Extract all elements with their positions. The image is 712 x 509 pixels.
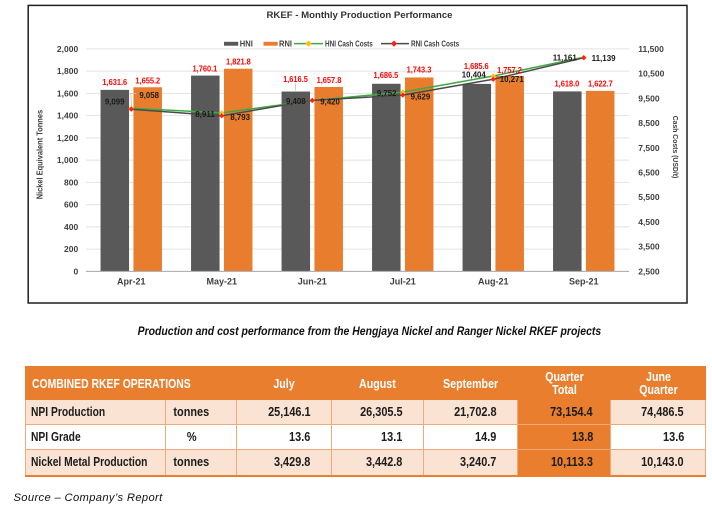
svg-text:Jun-21: Jun-21: [298, 276, 327, 286]
svg-text:1,600: 1,600: [57, 88, 79, 98]
svg-text:1,400: 1,400: [57, 111, 79, 121]
svg-text:May-21: May-21: [206, 276, 237, 286]
svg-text:1,616.5: 1,616.5: [283, 74, 308, 84]
svg-text:10,271: 10,271: [500, 74, 524, 84]
svg-text:10,500: 10,500: [638, 69, 664, 79]
svg-text:9,629: 9,629: [411, 92, 431, 102]
svg-text:11,500: 11,500: [638, 44, 664, 54]
svg-text:11,139: 11,139: [592, 53, 616, 63]
svg-text:9,420: 9,420: [320, 97, 340, 107]
svg-text:10,404: 10,404: [462, 70, 486, 80]
svg-text:3,500: 3,500: [638, 242, 660, 252]
svg-text:Jul-21: Jul-21: [390, 276, 416, 286]
svg-text:Apr-21: Apr-21: [117, 276, 146, 286]
svg-text:Aug-21: Aug-21: [478, 276, 509, 286]
svg-text:5,500: 5,500: [638, 192, 660, 202]
svg-text:1,757.2: 1,757.2: [497, 65, 522, 75]
svg-text:7,500: 7,500: [638, 143, 660, 153]
svg-text:200: 200: [64, 244, 78, 254]
svg-text:9,408: 9,408: [286, 96, 306, 106]
svg-text:11,161: 11,161: [553, 52, 577, 62]
svg-text:RNI: RNI: [279, 39, 292, 49]
svg-text:400: 400: [64, 222, 78, 232]
svg-text:1,000: 1,000: [57, 155, 79, 165]
svg-text:1,821.8: 1,821.8: [226, 57, 251, 67]
svg-text:Sep-21: Sep-21: [569, 276, 599, 286]
svg-text:HNI Cash Costs: HNI Cash Costs: [325, 39, 373, 49]
svg-text:RNI Cash Costs: RNI Cash Costs: [411, 39, 459, 49]
svg-text:800: 800: [64, 177, 78, 187]
svg-text:Cash Costs (USD/t): Cash Costs (USD/t): [671, 116, 680, 179]
svg-text:2,000: 2,000: [57, 44, 79, 54]
svg-text:9,752: 9,752: [377, 88, 397, 98]
svg-text:1,743.3: 1,743.3: [407, 64, 432, 74]
svg-text:1,622.7: 1,622.7: [588, 78, 613, 88]
svg-text:1,760.1: 1,760.1: [193, 63, 218, 73]
svg-text:9,099: 9,099: [105, 96, 125, 106]
svg-text:1,800: 1,800: [57, 66, 79, 76]
svg-text:8,793: 8,793: [230, 112, 250, 122]
svg-text:1,655.2: 1,655.2: [135, 76, 160, 86]
svg-text:9,500: 9,500: [638, 93, 660, 103]
svg-text:HNI: HNI: [240, 39, 253, 49]
svg-text:RKEF - Monthly Production Perf: RKEF - Monthly Production Performance: [266, 10, 452, 21]
svg-text:8,500: 8,500: [638, 118, 660, 128]
svg-text:Nickel Equivalent Tonnes: Nickel Equivalent Tonnes: [35, 109, 44, 199]
svg-text:1,618.0: 1,618.0: [555, 78, 580, 88]
svg-text:4,500: 4,500: [638, 217, 660, 227]
svg-text:1,200: 1,200: [57, 133, 79, 143]
svg-text:2,500: 2,500: [638, 266, 660, 276]
svg-text:6,500: 6,500: [638, 168, 660, 178]
svg-text:1,685.6: 1,685.6: [464, 61, 489, 71]
svg-text:8,911: 8,911: [195, 109, 215, 119]
svg-text:9,058: 9,058: [139, 90, 159, 100]
svg-text:1,631.6: 1,631.6: [102, 77, 127, 87]
svg-text:1,686.5: 1,686.5: [374, 70, 399, 80]
svg-text:0: 0: [73, 266, 78, 276]
svg-text:1,657.8: 1,657.8: [317, 75, 342, 85]
svg-text:600: 600: [64, 200, 78, 210]
